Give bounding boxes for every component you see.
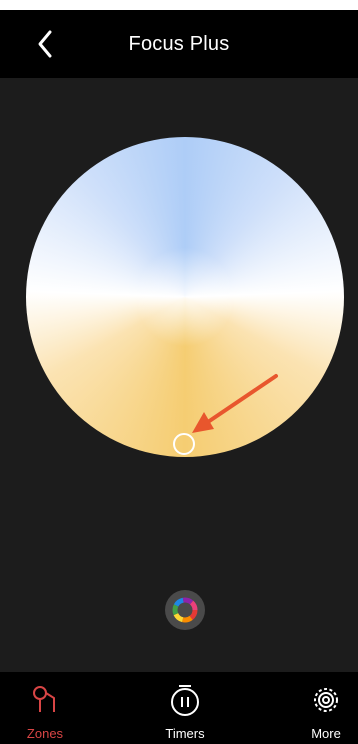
header-bar: Focus Plus [0, 10, 358, 78]
tab-label: Zones [26, 726, 64, 741]
status-bar [0, 0, 358, 10]
tab-more[interactable]: More [306, 672, 346, 744]
tab-label: Timers [165, 726, 205, 741]
tab-timers[interactable]: Timers [160, 672, 210, 744]
tab-bar: Zones Timers More [0, 672, 358, 744]
color-mode-button[interactable] [165, 590, 205, 630]
back-button[interactable] [32, 26, 62, 62]
gear-icon [314, 688, 338, 712]
annotation-arrow-icon [192, 374, 278, 433]
tab-label: More [311, 726, 341, 741]
page-title: Focus Plus [128, 32, 230, 55]
tab-zones[interactable]: Zones [22, 672, 68, 744]
timer-icon [171, 685, 199, 716]
chevron-left-icon [38, 30, 52, 58]
color-wheel-icon [172, 597, 198, 623]
color-picker-handle[interactable] [173, 433, 195, 455]
zones-icon [33, 686, 55, 712]
